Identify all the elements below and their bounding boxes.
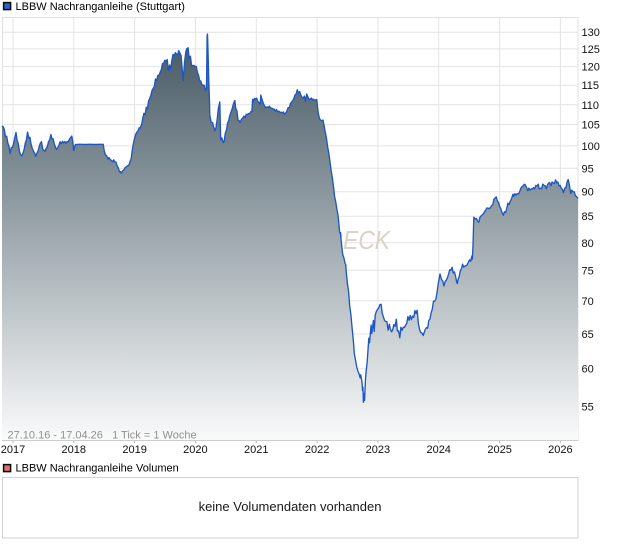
svg-text:LBBW Nachranganleihe (Stuttgar: LBBW Nachranganleihe (Stuttgart) <box>16 1 185 13</box>
svg-text:80: 80 <box>582 238 594 250</box>
svg-text:120: 120 <box>582 62 600 74</box>
svg-text:2020: 2020 <box>183 444 207 456</box>
svg-text:2024: 2024 <box>426 444 450 456</box>
svg-text:2023: 2023 <box>366 444 390 456</box>
svg-text:2026: 2026 <box>548 444 572 456</box>
svg-text:60: 60 <box>582 364 594 376</box>
svg-text:115: 115 <box>582 80 600 92</box>
svg-text:2017: 2017 <box>1 444 25 456</box>
svg-text:70: 70 <box>582 296 594 308</box>
svg-text:2019: 2019 <box>122 444 146 456</box>
svg-text:110: 110 <box>582 100 600 112</box>
svg-text:2018: 2018 <box>62 444 86 456</box>
svg-text:75: 75 <box>582 265 594 277</box>
svg-text:27.10.16 - 17.04.26 1 Tick =: 27.10.16 - 17.04.26 1 Tick = 1 Woche <box>8 429 197 441</box>
svg-text:65: 65 <box>582 329 594 341</box>
svg-text:2021: 2021 <box>244 444 268 456</box>
svg-text:100: 100 <box>582 141 600 153</box>
svg-text:95: 95 <box>582 163 594 175</box>
svg-text:85: 85 <box>582 211 594 223</box>
svg-text:2022: 2022 <box>305 444 329 456</box>
svg-text:LBBW Nachranganleihe Volumen: LBBW Nachranganleihe Volumen <box>16 463 179 475</box>
svg-text:55: 55 <box>582 401 594 413</box>
svg-text:90: 90 <box>582 187 594 199</box>
svg-text:125: 125 <box>582 44 600 56</box>
svg-text:2025: 2025 <box>487 444 511 456</box>
svg-text:105: 105 <box>582 120 600 132</box>
svg-text:keine Volumendaten vorhanden: keine Volumendaten vorhanden <box>199 499 382 514</box>
svg-text:130: 130 <box>582 27 600 39</box>
